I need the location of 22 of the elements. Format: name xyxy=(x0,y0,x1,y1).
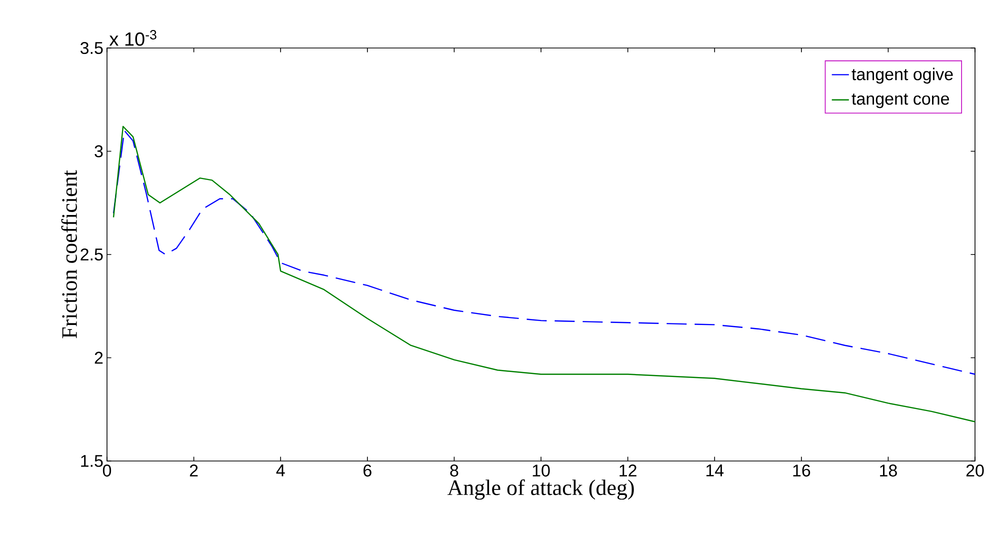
x-tick-label: 18 xyxy=(880,464,897,477)
x-tick-label: 12 xyxy=(620,464,636,476)
y-tick-label: 3.5 xyxy=(80,42,103,54)
x-axis-title: Angle of attack (deg) xyxy=(447,479,634,500)
x-tick-label: 6 xyxy=(364,464,372,477)
y-tick-label: 1.5 xyxy=(81,455,103,467)
legend-label: tangent ogive xyxy=(852,68,953,84)
x-tick-label: 14 xyxy=(706,464,724,476)
y-tick-label: 2.5 xyxy=(80,248,103,261)
x-tick-label: 8 xyxy=(450,464,458,477)
x-tick-label: 16 xyxy=(793,464,810,477)
x-tick-label: 10 xyxy=(532,464,550,477)
x-tick-label: 4 xyxy=(276,464,285,476)
y-tick-label: 2 xyxy=(94,352,103,364)
line-series xyxy=(112,126,976,422)
x-tick-label: 20 xyxy=(966,464,984,477)
y-axis-title: Friction coefficient xyxy=(61,170,77,338)
y-tick-label: 3 xyxy=(94,145,103,158)
x-tick-label: 0 xyxy=(102,464,112,477)
x-tick-label: 2 xyxy=(190,464,198,476)
legend-label: tangent cone xyxy=(852,94,950,108)
text: x 10$^{-3}$ xyxy=(109,30,156,46)
